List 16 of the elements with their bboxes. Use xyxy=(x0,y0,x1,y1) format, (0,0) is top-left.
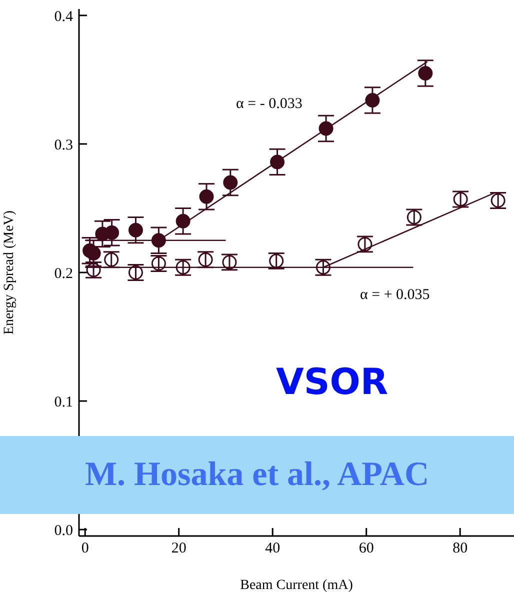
x-tick-label: 80 xyxy=(452,540,468,557)
annotation: α = - 0.033 xyxy=(236,96,302,113)
annotation: VSOR xyxy=(276,362,388,403)
y-tick-label: 0.2 xyxy=(54,266,73,282)
annotation: M. Hosaka et al., APAC xyxy=(84,456,430,494)
x-tick-label: 40 xyxy=(265,540,280,557)
y-axis-title: Energy Spread (MeV) xyxy=(2,210,17,335)
x-axis-title: Beam Current (mA) xyxy=(240,578,354,593)
y-tick-label: 0.3 xyxy=(54,137,73,154)
x-tick-label: 60 xyxy=(358,540,374,557)
y-tick-label: 0.0 xyxy=(54,522,73,539)
annotation: α = + 0.035 xyxy=(360,287,430,304)
x-tick-label: 0 xyxy=(81,540,89,557)
x-tick-label: 20 xyxy=(171,540,186,557)
y-tick-label: 0.4 xyxy=(54,8,74,25)
y-tick-label: 0.1 xyxy=(54,394,73,410)
